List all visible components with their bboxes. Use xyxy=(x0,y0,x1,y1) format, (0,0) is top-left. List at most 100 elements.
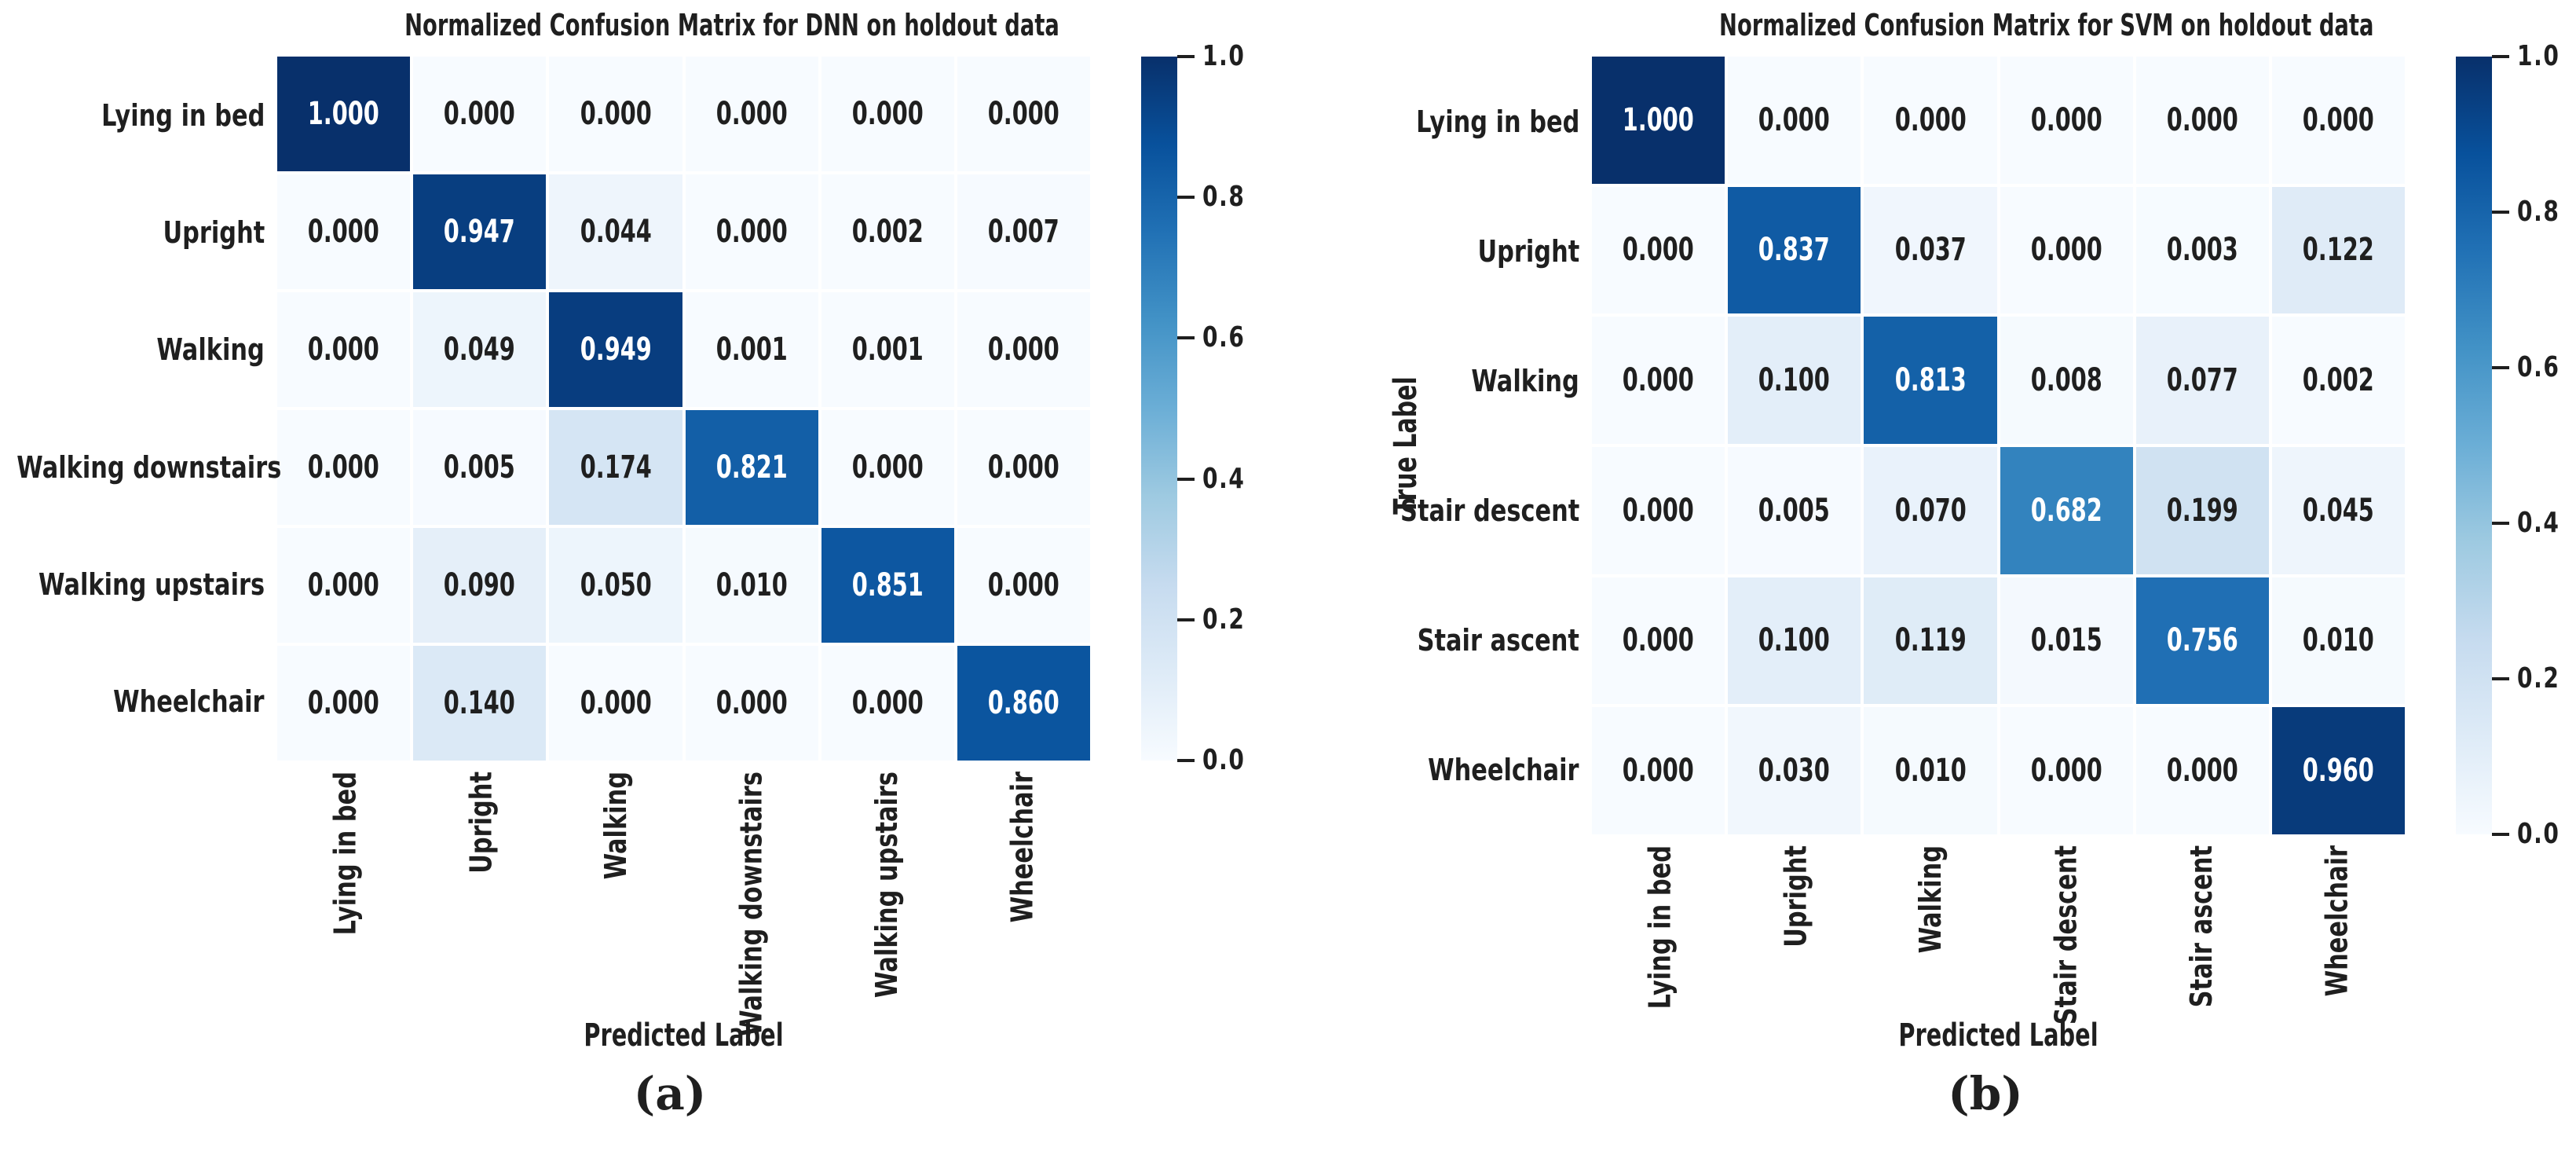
heatmap-cell-r4c5: 0.000 xyxy=(957,528,1090,643)
colorbar-tick-label-text: 0.0 xyxy=(1202,744,1246,776)
cell-value: 0.119 xyxy=(1894,622,1967,659)
heatmap-cell-r2c0: 0.000 xyxy=(277,292,411,407)
y-tick-label-text: Lying in bed xyxy=(101,97,265,133)
heatmap-cell-r4c4: 0.756 xyxy=(2135,577,2269,705)
cell-value: 0.000 xyxy=(2166,753,2238,790)
heatmap: 1.000 0.000 0.000 0.000 0.000 0.000 0.000 0.837… xyxy=(1592,57,2405,834)
x-tick-label-text: Upright xyxy=(1777,845,1813,948)
heatmap-cell-r3c4: 0.199 xyxy=(2135,447,2269,574)
heatmap-cell-r4c2: 0.050 xyxy=(549,528,682,643)
cell-value: 0.002 xyxy=(851,214,924,250)
colorbar-tick-label: 0.8 xyxy=(2517,195,2572,229)
cell-value: 0.001 xyxy=(715,332,788,368)
heatmap-cell-r0c0: 1.000 xyxy=(1592,57,1725,184)
cell-value: 0.005 xyxy=(444,449,516,486)
heatmap-cell-r2c0: 0.000 xyxy=(1592,317,1725,444)
heatmap-cell-r1c3: 0.000 xyxy=(2000,186,2133,314)
cell-value: 0.000 xyxy=(2166,101,2238,138)
colorbar-tick-label: 1.0 xyxy=(1202,39,1257,74)
y-tick-label: Stair descent xyxy=(1265,493,1579,528)
cell-value: 0.070 xyxy=(1894,492,1967,529)
heatmap-cell-r3c5: 0.045 xyxy=(2271,447,2405,574)
cell-value: 0.001 xyxy=(851,332,924,368)
plot-title-text: Normalized Confusion Matrix for SVM on h… xyxy=(1719,8,2374,42)
cell-value: 0.100 xyxy=(1758,362,1831,399)
cell-value: 0.090 xyxy=(444,567,516,603)
colorbar-tick xyxy=(1177,759,1195,762)
cell-value: 0.000 xyxy=(987,567,1059,603)
colorbar-tick-label-text: 0.8 xyxy=(1202,181,1246,214)
heatmap-cell-r3c0: 0.000 xyxy=(277,410,411,525)
cell-value: 0.000 xyxy=(851,449,924,486)
cell-value: 0.000 xyxy=(851,685,924,721)
y-tick-label: Walking xyxy=(1265,364,1579,398)
cell-value: 0.000 xyxy=(1758,101,1831,138)
y-tick-label: Wheelchair xyxy=(1265,753,1579,787)
cell-value: 0.000 xyxy=(1894,101,1967,138)
colorbar-tick-label-text: 0.2 xyxy=(2517,662,2560,695)
cell-value: 0.122 xyxy=(2302,232,2374,269)
cell-value: 0.000 xyxy=(1623,492,1695,529)
cell-value: 0.100 xyxy=(1758,622,1831,659)
x-tick-label-text: Lying in bed xyxy=(1642,845,1678,1010)
x-tick-label-text: Lying in bed xyxy=(327,772,363,936)
heatmap-cell-r1c3: 0.000 xyxy=(685,174,818,289)
y-tick-label-text: Stair descent xyxy=(1400,493,1579,528)
y-tick-label-text: Upright xyxy=(163,215,265,250)
heatmap-cell-r1c2: 0.037 xyxy=(1864,186,1997,314)
cell-value: 0.000 xyxy=(987,449,1059,486)
cell-value: 0.003 xyxy=(2166,232,2238,269)
x-tick-label-text: Stair descent xyxy=(2048,845,2084,1025)
colorbar-tick-label: 0.6 xyxy=(1202,321,1257,355)
cell-value: 0.860 xyxy=(987,685,1059,721)
cell-value: 0.851 xyxy=(851,567,924,603)
x-axis-label: Predicted Label xyxy=(1592,1017,2405,1054)
colorbar-tick-label-text: 0.4 xyxy=(2517,507,2560,539)
cell-value: 0.044 xyxy=(580,214,652,250)
x-tick-label-text: Upright xyxy=(463,772,498,874)
plot-title: Normalized Confusion Matrix for SVM on h… xyxy=(1592,5,2405,46)
heatmap-cell-r2c5: 0.000 xyxy=(957,292,1090,407)
heatmap-cell-r3c5: 0.000 xyxy=(957,410,1090,525)
cell-value: 1.000 xyxy=(308,96,380,132)
cell-value: 0.000 xyxy=(308,567,380,603)
colorbar-tick-label: 0.2 xyxy=(1202,603,1257,637)
heatmap-cell-r2c5: 0.002 xyxy=(2271,317,2405,444)
heatmap-cell-r3c2: 0.070 xyxy=(1864,447,1997,574)
y-tick-label-text: Lying in bed xyxy=(1415,104,1579,139)
cell-value: 0.682 xyxy=(2030,492,2102,529)
heatmap: 1.000 0.000 0.000 0.000 0.000 0.000 0.000 0.947… xyxy=(277,57,1090,761)
colorbar-tick-label: 0.4 xyxy=(2517,506,2572,541)
colorbar-tick-label: 0.2 xyxy=(2517,662,2572,696)
heatmap-cell-r5c4: 0.000 xyxy=(2135,707,2269,834)
heatmap-cell-r0c3: 0.000 xyxy=(685,57,818,171)
cell-value: 0.010 xyxy=(1894,753,1967,790)
cell-value: 0.000 xyxy=(308,332,380,368)
colorbar-tick-label-text: 0.8 xyxy=(2517,196,2560,228)
colorbar-tick xyxy=(2492,366,2509,369)
x-tick-label-text: Walking downstairs xyxy=(734,772,769,1037)
y-tick-label-text: Walking upstairs xyxy=(38,567,265,602)
colorbar-tick-label: 0.0 xyxy=(2517,817,2572,852)
heatmap-cell-r1c0: 0.000 xyxy=(1592,186,1725,314)
heatmap-cell-r0c5: 0.000 xyxy=(957,57,1090,171)
y-tick-label: Wheelchair xyxy=(0,684,265,719)
heatmap-cell-r3c1: 0.005 xyxy=(1728,447,1861,574)
cell-value: 0.000 xyxy=(715,685,788,721)
cell-value: 0.000 xyxy=(308,449,380,486)
heatmap-cell-r0c5: 0.000 xyxy=(2271,57,2405,184)
heatmap-cell-r2c3: 0.001 xyxy=(685,292,818,407)
cell-value: 0.000 xyxy=(715,96,788,132)
y-tick-label-text: Walking xyxy=(1471,363,1579,398)
heatmap-cell-r3c2: 0.174 xyxy=(549,410,682,525)
cell-value: 0.000 xyxy=(308,214,380,250)
cell-value: 0.000 xyxy=(1623,753,1695,790)
y-tick-label-text: Wheelchair xyxy=(113,684,265,720)
cell-value: 0.000 xyxy=(444,96,516,132)
cell-value: 0.010 xyxy=(2302,622,2374,659)
colorbar-tick-label-text: 0.6 xyxy=(2517,351,2560,383)
colorbar-tick-label: 1.0 xyxy=(2517,39,2572,74)
cell-value: 0.949 xyxy=(580,332,652,368)
colorbar xyxy=(1141,57,1177,761)
cell-value: 0.077 xyxy=(2166,362,2238,399)
